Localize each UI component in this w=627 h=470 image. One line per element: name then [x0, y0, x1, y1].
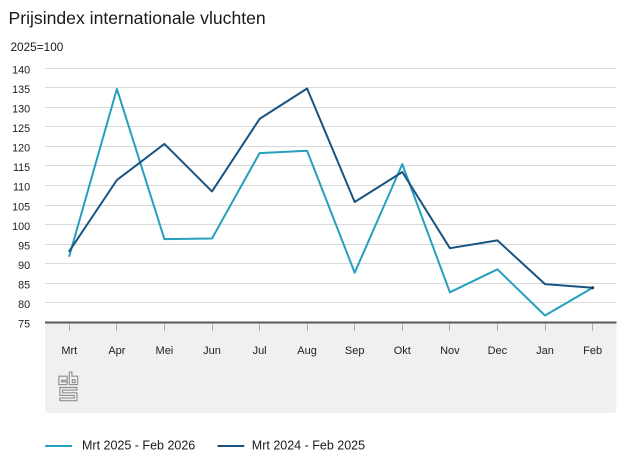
svg-text:Sep: Sep — [345, 345, 365, 357]
svg-text:110: 110 — [13, 182, 30, 194]
svg-text:Jul: Jul — [253, 345, 267, 357]
svg-text:Mrt 2024 - Feb 2025: Mrt 2024 - Feb 2025 — [252, 439, 365, 453]
svg-text:120: 120 — [12, 143, 30, 155]
svg-text:115: 115 — [13, 162, 30, 174]
svg-text:Jun: Jun — [203, 345, 221, 357]
svg-text:135: 135 — [12, 84, 30, 96]
svg-text:90: 90 — [18, 260, 30, 272]
svg-text:80: 80 — [18, 299, 30, 311]
svg-text:Apr: Apr — [108, 345, 125, 357]
svg-text:95: 95 — [18, 240, 30, 252]
svg-text:130: 130 — [12, 104, 30, 116]
svg-text:125: 125 — [12, 123, 30, 135]
svg-text:75: 75 — [18, 319, 30, 331]
svg-text:100: 100 — [12, 221, 30, 233]
svg-text:Feb: Feb — [583, 345, 602, 357]
svg-text:Mei: Mei — [156, 345, 174, 357]
svg-text:105: 105 — [12, 201, 30, 213]
svg-text:Mrt: Mrt — [61, 345, 77, 357]
svg-text:Aug: Aug — [297, 345, 317, 357]
svg-text:Nov: Nov — [440, 345, 460, 357]
svg-text:Jan: Jan — [536, 345, 554, 357]
svg-text:Okt: Okt — [394, 345, 411, 357]
svg-text:Dec: Dec — [488, 345, 508, 357]
svg-text:140: 140 — [12, 64, 30, 76]
svg-text:Prijsindex internationale vluc: Prijsindex internationale vluchten — [9, 8, 266, 28]
svg-text:2025=100: 2025=100 — [11, 40, 64, 54]
svg-text:Mrt 2025 - Feb 2026: Mrt 2025 - Feb 2026 — [82, 439, 195, 453]
svg-text:85: 85 — [18, 280, 30, 292]
